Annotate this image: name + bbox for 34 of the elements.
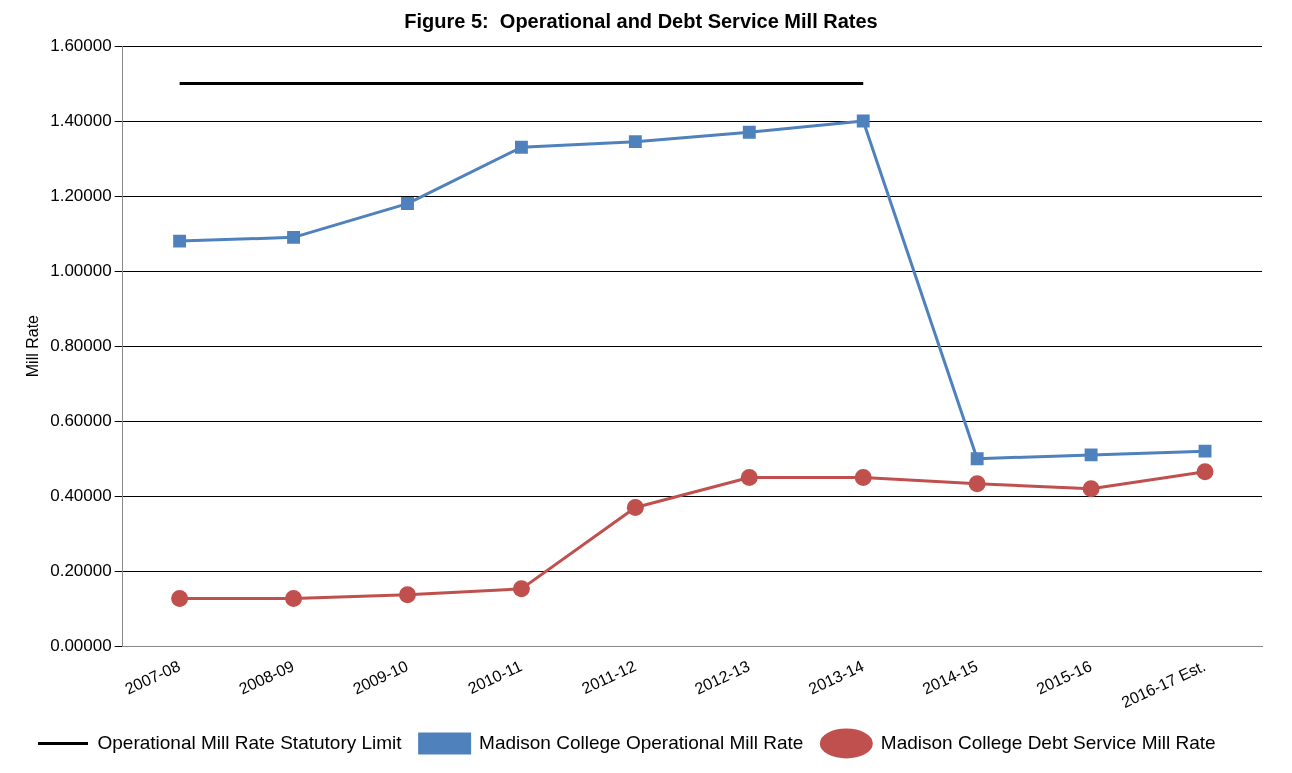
point: [742, 125, 756, 139]
legend-label: Operational Mill Rate Statutory Limit: [97, 731, 403, 753]
legend-label: Madison College Operational Mill Rate: [479, 731, 804, 753]
point: [856, 114, 870, 128]
point: [512, 580, 530, 598]
point: [1084, 448, 1098, 462]
y-tick-label: 0.60000: [50, 410, 112, 430]
legend-label: Madison College Debt Service Mill Rate: [880, 731, 1216, 753]
point: [287, 230, 300, 244]
point: [1198, 444, 1212, 458]
y-tick-label: 0.00000: [50, 635, 112, 655]
point: [1196, 463, 1214, 481]
point: [1082, 480, 1100, 498]
point: [628, 135, 642, 149]
point: [285, 590, 303, 608]
y-tick-label: 1.20000: [50, 185, 112, 205]
y-tick-label: 0.80000: [50, 335, 112, 355]
point: [626, 498, 644, 516]
point: [171, 590, 189, 608]
point: [173, 234, 187, 248]
point: [740, 468, 758, 486]
point: [398, 586, 416, 604]
point: [401, 197, 414, 211]
point: [970, 452, 984, 466]
point: [514, 140, 528, 154]
y-tick-label: 0.40000: [50, 485, 112, 505]
point: [968, 475, 986, 493]
y-tick-label: 1.60000: [50, 35, 112, 55]
chart-title: Figure 5: Operational and Debt Service Mill Rates: [404, 9, 878, 32]
y-axis-title: Mill Rate: [24, 314, 42, 378]
y-tick-label: 0.20000: [50, 560, 112, 580]
point: [854, 468, 872, 486]
y-tick-label: 1.00000: [50, 260, 112, 280]
y-tick-label: 1.40000: [50, 110, 112, 130]
